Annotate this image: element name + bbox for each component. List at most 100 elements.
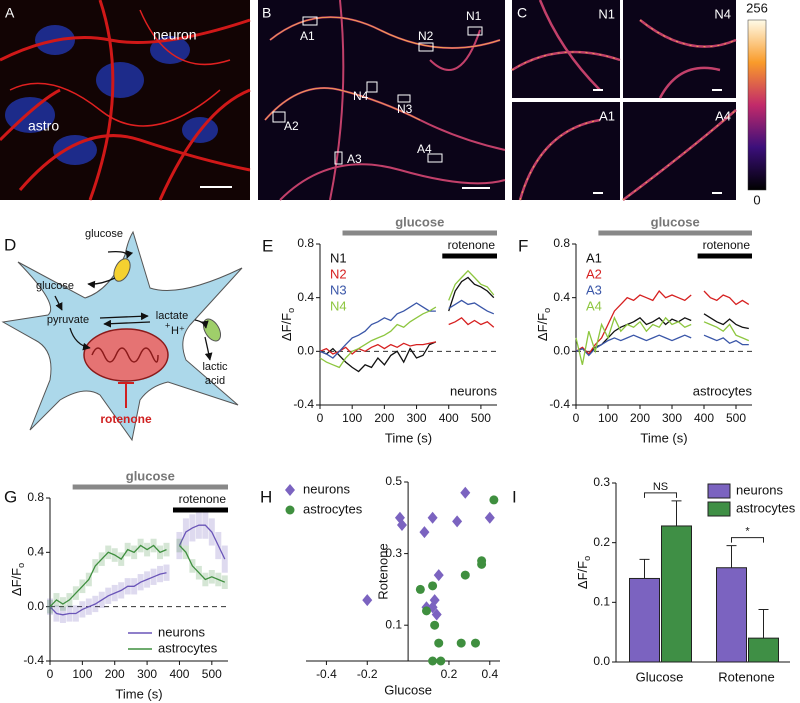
- point: [419, 526, 430, 539]
- point: [484, 511, 495, 524]
- diagram-text: lactate: [156, 310, 188, 322]
- annotation: neurons: [450, 383, 497, 398]
- panel-label: C: [517, 5, 527, 21]
- diagram-text: H⁺: [171, 325, 185, 337]
- bar: [661, 525, 692, 663]
- treatment-label: rotenone: [448, 238, 496, 252]
- x-tick-label: 200: [630, 411, 650, 425]
- diagram-text: acid: [205, 375, 225, 387]
- annotation: astrocytes: [693, 383, 753, 398]
- x-tick-label: -0.2: [357, 667, 378, 681]
- legend-label: neurons: [736, 482, 783, 497]
- x-tick-label: 400: [439, 411, 459, 425]
- x-tick-label: 500: [202, 667, 222, 681]
- series-line: [575, 289, 750, 356]
- point: [436, 656, 446, 666]
- region-box: [427, 153, 443, 163]
- image-label: astro: [28, 118, 59, 134]
- point: [434, 638, 444, 648]
- x-tick-label: 200: [105, 667, 125, 681]
- x-tick-label: Glucose: [636, 669, 684, 684]
- tile-label: A4: [715, 108, 731, 123]
- y-axis-label-main: ΔF/F: [535, 313, 550, 341]
- legend-label: A2: [586, 266, 602, 281]
- x-tick-label: 0.4: [481, 667, 498, 681]
- y-axis-label: ΔF/Fo: [575, 556, 592, 589]
- treatment-label: rotenone: [703, 238, 751, 252]
- point: [430, 620, 440, 630]
- point: [452, 515, 463, 528]
- point: [428, 656, 438, 666]
- y-axis-label-sub: o: [582, 556, 592, 561]
- region-box: [366, 81, 378, 93]
- point: [431, 608, 442, 621]
- y-axis-label: ΔF/Fo: [279, 308, 296, 341]
- x-tick-label: 0: [47, 667, 54, 681]
- point: [433, 569, 444, 582]
- region-label: A2: [284, 119, 299, 133]
- legend-label: A1: [586, 250, 602, 265]
- region-box: [334, 151, 343, 165]
- region-box: [272, 111, 286, 123]
- tile-label: A1: [599, 108, 615, 123]
- region-box: [302, 16, 318, 26]
- x-axis-label: Glucose: [384, 682, 432, 697]
- y-tick-label: 0.1: [385, 617, 402, 631]
- point: [362, 594, 373, 607]
- image-label: neuron: [153, 27, 197, 43]
- region-box: [467, 26, 483, 36]
- series-line: [575, 316, 750, 365]
- point: [427, 511, 438, 524]
- x-tick-label: 300: [407, 411, 427, 425]
- legend-label: N1: [330, 250, 347, 265]
- point: [429, 594, 440, 607]
- diagram-text: glucose: [85, 228, 123, 240]
- panel-label: F: [518, 236, 528, 255]
- legend-label: astrocytes: [303, 501, 363, 516]
- legend-label: astrocytes: [736, 500, 796, 515]
- diagram-shapes: [1, 230, 243, 442]
- tile-label: N1: [598, 6, 615, 21]
- point: [456, 638, 466, 648]
- error-bar: [726, 545, 737, 568]
- x-tick-label: 500: [471, 411, 491, 425]
- x-tick-label: 100: [72, 667, 92, 681]
- colorbar-max: 256: [746, 0, 768, 15]
- y-tick-label: -0.4: [549, 397, 570, 411]
- point: [477, 559, 487, 569]
- legend-swatch: [285, 484, 295, 496]
- x-axis-label: Time (s): [385, 430, 432, 445]
- point: [428, 581, 438, 591]
- panel-label: E: [262, 236, 273, 255]
- y-tick-label: 0.4: [553, 290, 570, 304]
- x-tick-label: 100: [342, 411, 362, 425]
- point: [396, 518, 407, 531]
- y-axis-label-main: ΔF/F: [575, 561, 590, 589]
- y-tick-label: 0.8: [297, 236, 314, 250]
- region-label: A3: [347, 152, 362, 166]
- error-bar: [671, 500, 682, 526]
- colorbar-min: 0: [753, 192, 760, 207]
- legend-label: N2: [330, 266, 347, 281]
- y-axis-label-main: ΔF/F: [279, 313, 294, 341]
- series-line: [319, 299, 495, 359]
- panel-label: H: [260, 487, 272, 506]
- panel-label: A: [5, 5, 15, 21]
- region-label: A1: [300, 29, 315, 43]
- y-tick-label: 0.8: [27, 490, 44, 504]
- y-axis-label: ΔF/Fo: [9, 563, 26, 596]
- legend-label: neurons: [303, 481, 350, 496]
- legend-swatch: [707, 483, 731, 499]
- x-tick-label: 0.2: [441, 667, 458, 681]
- x-tick-label: 300: [662, 411, 682, 425]
- bar: [716, 567, 747, 663]
- y-tick-label: 0.0: [593, 654, 610, 668]
- x-tick-label: Rotenone: [718, 669, 774, 684]
- series-line: [319, 316, 495, 355]
- y-tick-label: 0.5: [385, 474, 402, 488]
- series-line: [319, 269, 495, 369]
- treatment-label: glucose: [126, 468, 175, 483]
- x-tick-label: 100: [598, 411, 618, 425]
- panel-a-image: [0, 0, 251, 201]
- y-axis-label: ΔF/Fo: [535, 308, 552, 341]
